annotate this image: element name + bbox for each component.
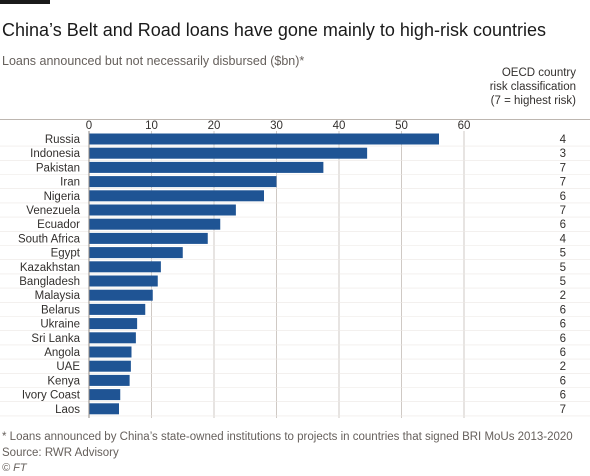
risk-value-venezuela: 7	[560, 205, 566, 217]
category-label-ecuador: Ecuador	[37, 219, 80, 231]
bar-malaysia	[89, 289, 153, 301]
risk-value-south-africa: 4	[560, 233, 567, 245]
risk-value-kazakhstan: 5	[560, 262, 566, 274]
risk-value-kenya: 6	[560, 375, 566, 387]
bar-egypt	[89, 247, 183, 259]
risk-value-malaysia: 2	[560, 290, 566, 302]
risk-value-ecuador: 6	[560, 219, 566, 231]
risk-header-line-2: risk classification	[489, 81, 576, 93]
bar-russia	[89, 133, 439, 145]
risk-value-indonesia: 3	[560, 148, 566, 160]
chart-subtitle: Loans announced but not necessarily disb…	[2, 54, 305, 68]
category-label-ivory-coast: Ivory Coast	[22, 390, 81, 402]
bar-belarus	[89, 303, 146, 315]
risk-value-sri-lanka: 6	[560, 333, 566, 345]
category-label-indonesia: Indonesia	[30, 148, 80, 160]
bar-ivory-coast	[89, 389, 121, 401]
bar-uae	[89, 360, 131, 372]
x-tick-label: 50	[395, 120, 408, 132]
category-label-kenya: Kenya	[47, 375, 80, 387]
category-label-laos: Laos	[55, 404, 80, 416]
bar-indonesia	[89, 147, 368, 159]
risk-value-nigeria: 6	[560, 191, 566, 203]
x-tick-label: 20	[208, 120, 221, 132]
bar-kazakhstan	[89, 261, 161, 273]
category-label-egypt: Egypt	[51, 248, 81, 260]
risk-value-belarus: 6	[560, 304, 566, 316]
x-tick-label: 0	[86, 120, 92, 132]
risk-header-line-1: OECD country	[501, 67, 576, 79]
risk-value-egypt: 5	[560, 248, 566, 260]
category-label-uae: UAE	[56, 361, 80, 373]
category-label-angola: Angola	[44, 347, 80, 359]
risk-value-russia: 4	[560, 134, 567, 146]
category-label-bangladesh: Bangladesh	[19, 276, 80, 288]
risk-value-iran: 7	[560, 177, 566, 189]
category-label-ukraine: Ukraine	[40, 319, 80, 331]
risk-header-line-3: (7 = highest risk)	[490, 95, 576, 107]
risk-value-pakistan: 7	[560, 162, 566, 174]
category-label-iran: Iran	[60, 177, 80, 189]
category-label-venezuela: Venezuela	[26, 205, 80, 217]
risk-column-header: OECD country risk classification (7 = hi…	[436, 66, 576, 108]
category-label-pakistan: Pakistan	[36, 162, 80, 174]
x-tick-label: 40	[333, 120, 346, 132]
risk-value-ukraine: 6	[560, 319, 566, 331]
bar-nigeria	[89, 190, 264, 202]
bar-bangladesh	[89, 275, 158, 287]
bar-south-africa	[89, 232, 208, 244]
bar-ecuador	[89, 218, 221, 230]
x-tick-label: 30	[270, 120, 283, 132]
x-tick-label: 60	[458, 120, 471, 132]
bar-venezuela	[89, 204, 236, 216]
category-label-south-africa: South Africa	[18, 233, 81, 245]
category-label-sri-lanka: Sri Lanka	[31, 333, 80, 345]
bar-ukraine	[89, 318, 138, 330]
risk-value-angola: 6	[560, 347, 566, 359]
category-label-nigeria: Nigeria	[44, 191, 81, 203]
risk-value-laos: 7	[560, 404, 566, 416]
bar-angola	[89, 346, 132, 358]
category-label-kazakhstan: Kazakhstan	[20, 262, 80, 274]
footnote: * Loans announced by China’s state-owned…	[2, 431, 573, 443]
ft-credit: © FT	[2, 462, 27, 474]
category-label-russia: Russia	[45, 134, 81, 146]
source-note: Source: RWR Advisory	[2, 447, 119, 459]
risk-value-ivory-coast: 6	[560, 390, 566, 402]
bar-iran	[89, 176, 277, 188]
bar-sri-lanka	[89, 332, 136, 344]
bar-kenya	[89, 374, 130, 386]
bar-laos	[89, 403, 119, 415]
ft-top-rule	[0, 0, 50, 4]
x-tick-label: 10	[145, 120, 158, 132]
bar-pakistan	[89, 161, 324, 173]
category-label-belarus: Belarus	[41, 304, 80, 316]
chart-title: China’s Belt and Road loans have gone ma…	[2, 20, 546, 40]
risk-value-bangladesh: 5	[560, 276, 566, 288]
category-label-malaysia: Malaysia	[35, 290, 81, 302]
risk-value-uae: 2	[560, 361, 566, 373]
